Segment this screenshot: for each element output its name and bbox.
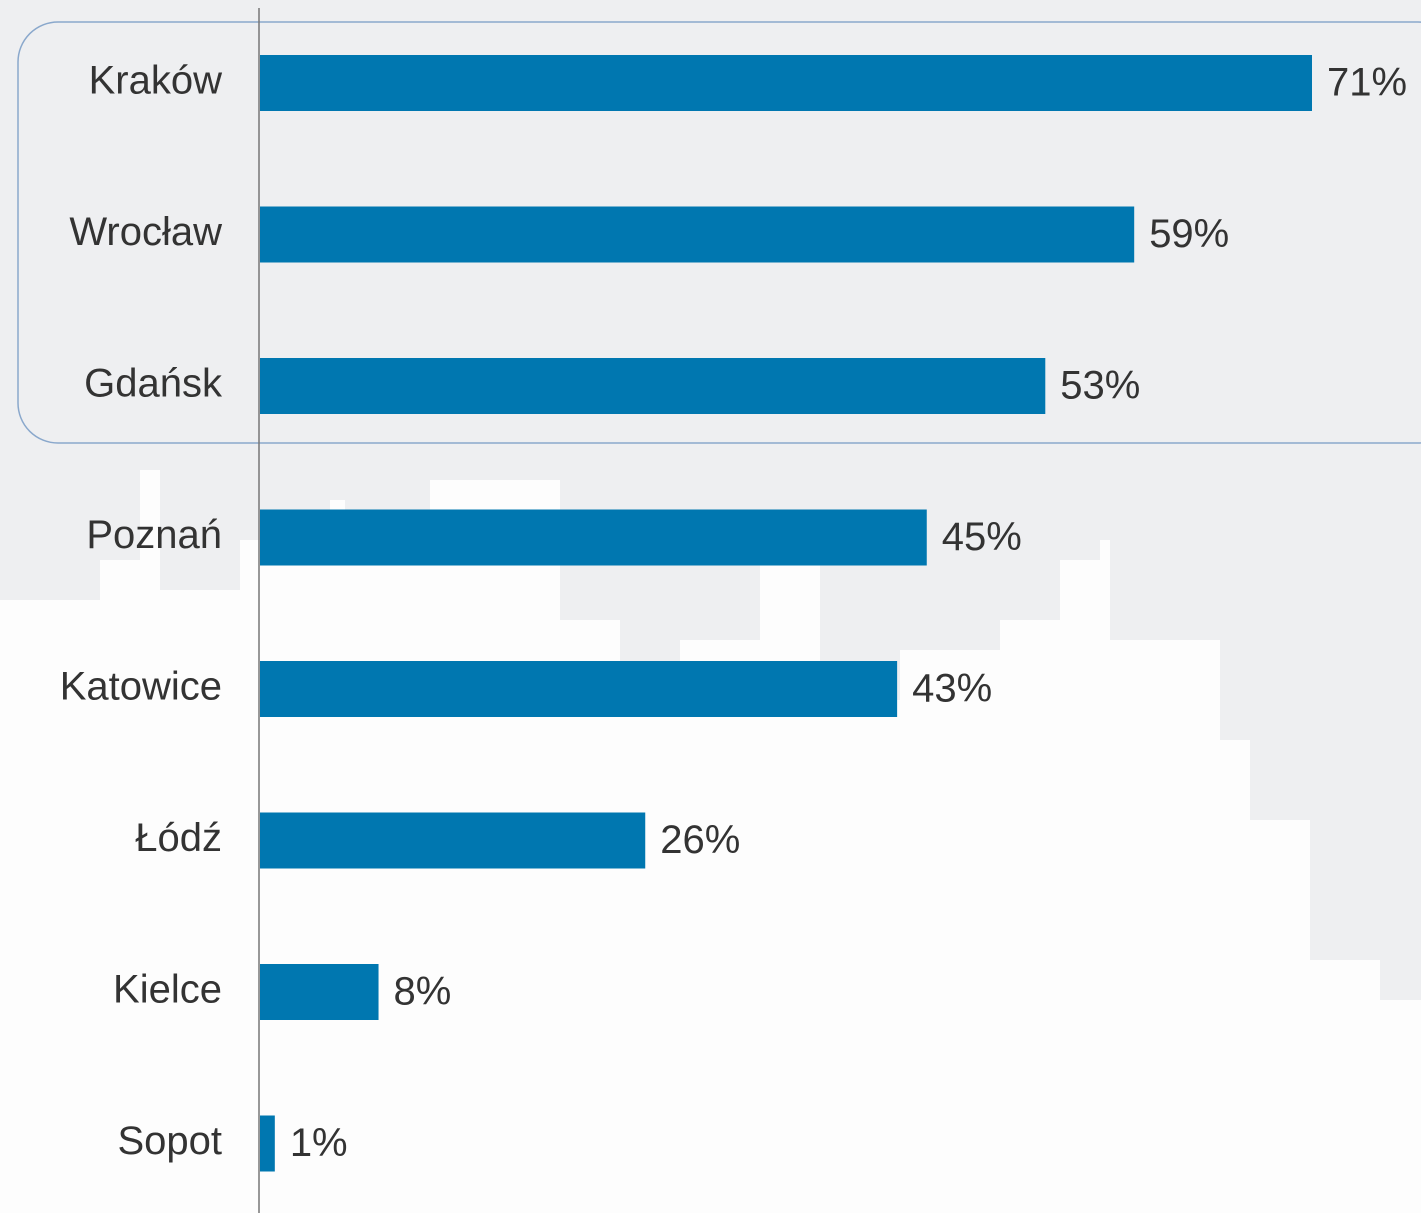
bar [260, 812, 646, 869]
bar [260, 358, 1046, 414]
category-label: Łódź [135, 816, 222, 860]
bar [260, 55, 1312, 111]
value-label: 45% [942, 515, 1022, 559]
value-label: 1% [290, 1121, 348, 1165]
category-label: Gdańsk [84, 362, 223, 406]
value-label: 71% [1327, 61, 1407, 105]
bar [260, 1115, 275, 1172]
category-label: Poznań [86, 513, 222, 557]
category-label: Sopot [117, 1119, 222, 1163]
bar [260, 964, 379, 1020]
category-label: Katowice [60, 665, 222, 709]
category-label: Kraków [89, 59, 222, 103]
bar [260, 661, 898, 717]
bar [260, 509, 927, 566]
value-label: 43% [912, 667, 992, 711]
category-label: Kielce [113, 968, 222, 1012]
category-label: Wrocław [69, 210, 222, 254]
bar [260, 206, 1135, 263]
value-label: 26% [660, 818, 740, 862]
highlight-box [17, 21, 1421, 444]
skyline [0, 470, 1421, 1213]
value-label: 59% [1149, 212, 1229, 256]
value-label: 53% [1060, 364, 1140, 408]
value-label: 8% [394, 970, 452, 1014]
